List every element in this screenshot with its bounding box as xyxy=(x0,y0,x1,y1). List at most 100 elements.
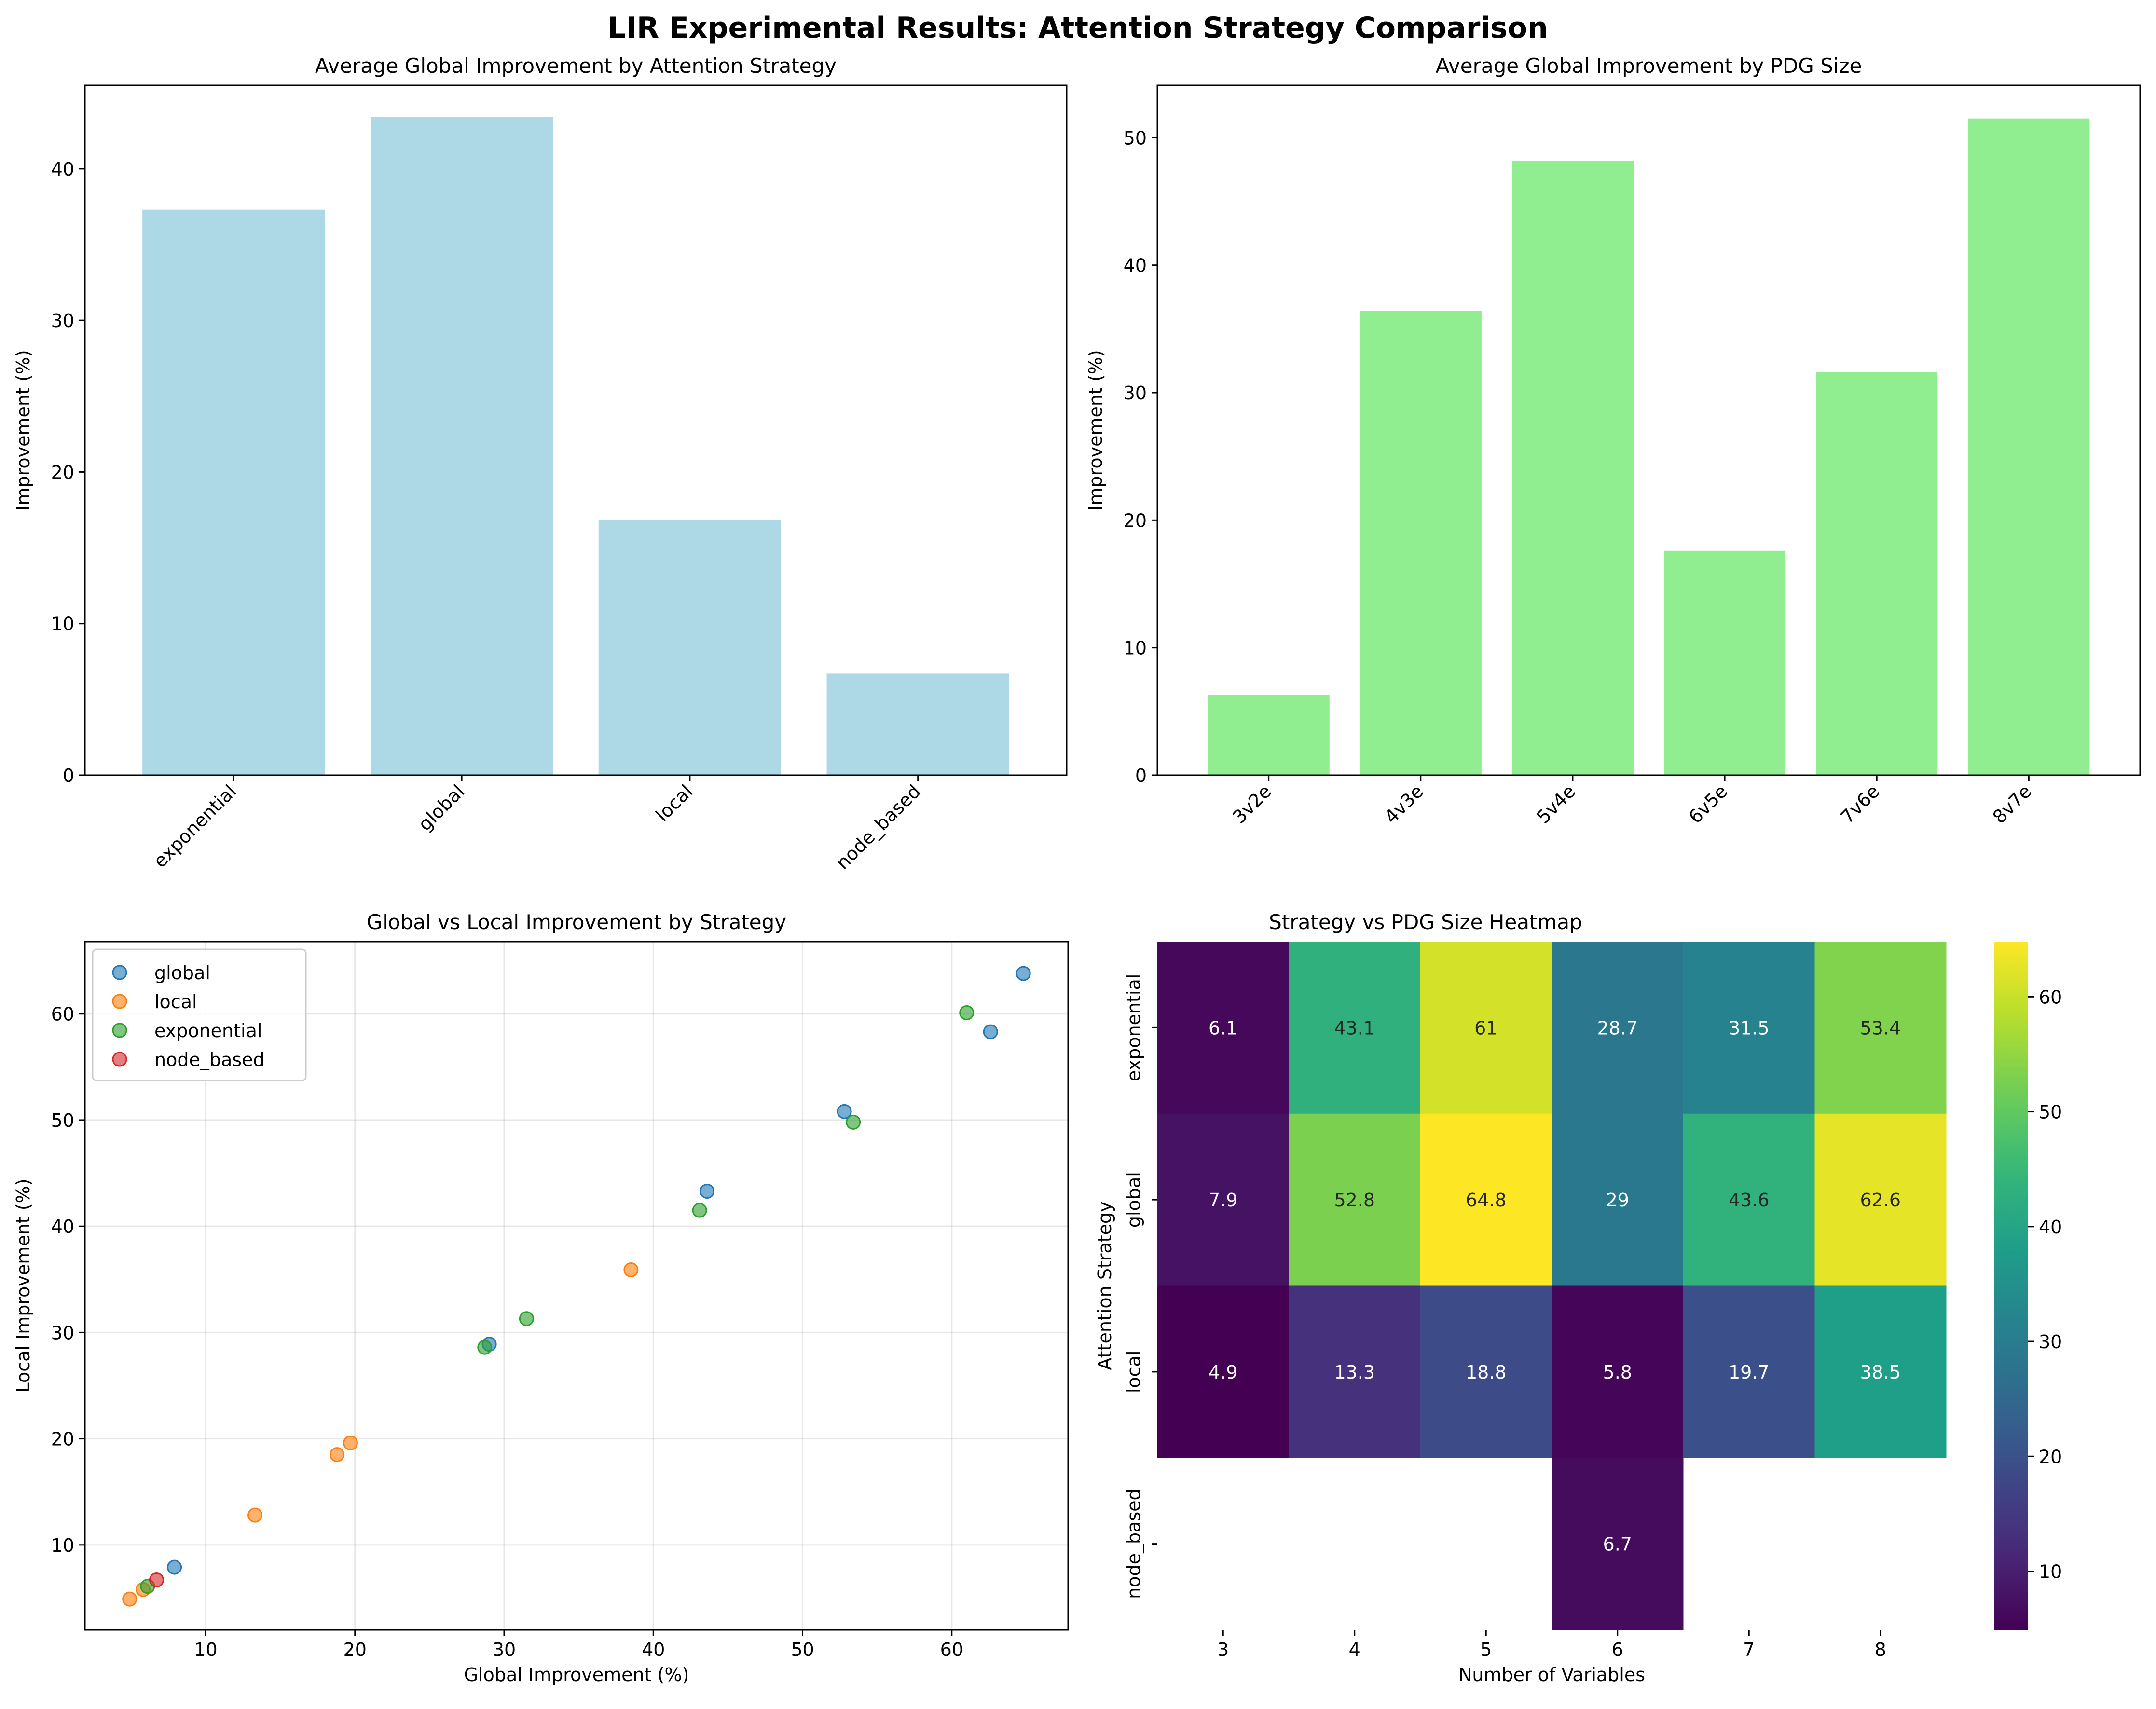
chart-title: Average Global Improvement by Attention … xyxy=(315,54,837,78)
y-tick-label: 50 xyxy=(51,1110,74,1131)
heatmap-cell-node_based-6 xyxy=(1552,1458,1684,1630)
point-global-5 xyxy=(1016,966,1031,981)
chart-title: Global vs Local Improvement by Strategy xyxy=(367,910,786,934)
x-axis-label: Global Improvement (%) xyxy=(464,1664,689,1685)
heatmap-cell-local-7 xyxy=(1683,1285,1815,1458)
y-tick-label: 0 xyxy=(1135,765,1147,786)
heatmap-cell-local-4 xyxy=(1289,1285,1421,1458)
point-global-2 xyxy=(700,1184,715,1199)
strategy-bar-chart: Average Global Improvement by Attention … xyxy=(13,54,1068,874)
legend-marker-node_based xyxy=(112,1052,127,1067)
heatmap-cell-exponential-6 xyxy=(1552,942,1684,1114)
heatmap-cell-global-4 xyxy=(1289,1113,1421,1286)
cell-value-label: 6.1 xyxy=(1208,1017,1237,1039)
point-local-3 xyxy=(330,1447,345,1463)
y-tick-label: 20 xyxy=(51,1429,74,1450)
heatmap-cell-global-5 xyxy=(1420,1113,1552,1286)
y-tick-label: 50 xyxy=(1124,127,1147,149)
legend-marker-exponential xyxy=(112,1023,127,1038)
cell-value-label: 61 xyxy=(1474,1017,1497,1039)
y-axis-label: Improvement (%) xyxy=(1085,350,1106,510)
y-tick-label: 20 xyxy=(1124,510,1147,531)
x-tick-label: 5 xyxy=(1480,1639,1492,1660)
bar-6v5e xyxy=(1664,550,1786,775)
cell-value-label: 5.8 xyxy=(1603,1362,1632,1383)
plot-frame xyxy=(84,941,1069,1631)
heatmap-cell-global-6 xyxy=(1552,1113,1684,1286)
cell-value-label: 29 xyxy=(1606,1189,1629,1211)
y-tick-label-global: global xyxy=(1123,1172,1144,1228)
y-tick-label-node_based: node_based xyxy=(1123,1489,1144,1599)
y-tick-label-local: local xyxy=(1123,1351,1144,1394)
heatmap-cell-local-6 xyxy=(1552,1285,1684,1458)
bar-node_based xyxy=(826,673,1009,775)
figure-suptitle: LIR Experimental Results: Attention Stra… xyxy=(607,11,1548,45)
x-tick-label: 60 xyxy=(940,1639,963,1660)
cell-value-label: 31.5 xyxy=(1729,1017,1770,1039)
point-local-4 xyxy=(343,1435,358,1450)
cell-value-label: 13.3 xyxy=(1334,1362,1375,1383)
strategy-pdg-heatmap-chart: Strategy vs PDG Size Heatmap 6.1 43.1 61 28.… xyxy=(1094,910,2062,1685)
x-tick-label: 6 xyxy=(1612,1639,1623,1660)
y-tick-label: 40 xyxy=(51,1216,74,1237)
x-tick-label: 10 xyxy=(194,1639,217,1660)
chart-title: Average Global Improvement by PDG Size xyxy=(1436,54,1862,78)
cell-value-label: 38.5 xyxy=(1860,1362,1901,1383)
heatmap-cell-local-5 xyxy=(1420,1285,1552,1458)
colorbar xyxy=(1994,942,2028,1630)
x-tick-label: 50 xyxy=(791,1639,814,1660)
plot-frame xyxy=(1156,84,2141,776)
bar-exponential xyxy=(142,209,325,775)
heatmap-cell-global-8 xyxy=(1814,1113,1947,1286)
cell-value-label: 43.1 xyxy=(1334,1017,1375,1039)
y-tick-label: 40 xyxy=(1124,255,1147,276)
y-tick-label: 30 xyxy=(51,1322,74,1343)
point-exponential-3 xyxy=(692,1203,707,1218)
point-exponential-2 xyxy=(519,1311,534,1326)
colorbar-tick-label: 30 xyxy=(2039,1331,2062,1353)
cell-value-label: 64.8 xyxy=(1466,1189,1507,1211)
cell-value-label: 52.8 xyxy=(1334,1189,1375,1211)
y-tick-label: 10 xyxy=(1124,638,1147,659)
x-tick-label: 40 xyxy=(642,1639,665,1660)
heatmap-cell-exponential-4 xyxy=(1289,942,1421,1114)
y-tick-label: 20 xyxy=(51,462,74,483)
cell-value-label: 53.4 xyxy=(1860,1017,1901,1039)
y-tick-label: 60 xyxy=(51,1004,74,1025)
y-tick-label: 30 xyxy=(1124,383,1147,404)
point-global-0 xyxy=(167,1559,182,1575)
bar-8v7e xyxy=(1968,118,2090,775)
heatmap-cell-exponential-8 xyxy=(1814,942,1947,1114)
y-tick-label: 10 xyxy=(51,1535,74,1556)
point-global-4 xyxy=(983,1024,998,1039)
cell-value-label: 18.8 xyxy=(1466,1362,1507,1383)
chart-title: Strategy vs PDG Size Heatmap xyxy=(1269,910,1582,934)
legend-label-exponential: exponential xyxy=(154,1020,262,1041)
heatmap-cell-exponential-7 xyxy=(1683,942,1815,1114)
heatmap-cell-global-3 xyxy=(1157,1113,1289,1286)
colorbar-tick-label: 60 xyxy=(2039,986,2062,1008)
y-axis-label: Attention Strategy xyxy=(1094,1201,1115,1370)
bar-4v3e xyxy=(1360,311,1482,775)
x-tick-label: 4 xyxy=(1349,1639,1360,1660)
legend-box xyxy=(92,948,307,1081)
point-exponential-4 xyxy=(846,1114,861,1130)
x-tick-label: 7 xyxy=(1743,1639,1755,1660)
heatmap-cell-global-7 xyxy=(1683,1113,1815,1286)
bar-7v6e xyxy=(1816,372,1938,775)
bar-global xyxy=(370,117,553,775)
point-exponential-5 xyxy=(959,1005,975,1021)
legend-label-global: global xyxy=(154,962,210,984)
y-tick-label: 10 xyxy=(51,614,74,635)
bar-local xyxy=(598,520,782,775)
legend-marker-local xyxy=(112,994,127,1009)
point-global-3 xyxy=(837,1104,852,1119)
cell-value-label: 7.9 xyxy=(1208,1189,1237,1211)
x-tick-label: 20 xyxy=(343,1639,367,1660)
colorbar-tick-label: 10 xyxy=(2039,1561,2062,1583)
colorbar-tick-label: 40 xyxy=(2039,1217,2062,1238)
heatmap-cell-local-3 xyxy=(1157,1285,1289,1458)
global-vs-local-scatter-chart: Global vs Local Improvement by Strategy 1… xyxy=(13,910,1069,1685)
point-local-0 xyxy=(122,1591,137,1607)
